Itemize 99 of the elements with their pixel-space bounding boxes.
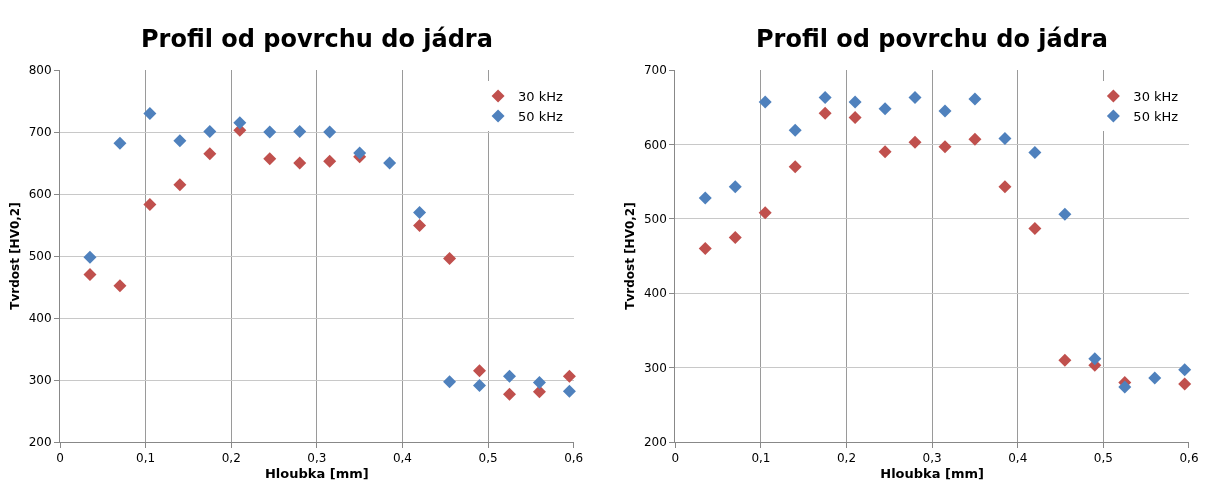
point — [938, 140, 952, 154]
y-tick-label: 800 — [28, 63, 52, 78]
x-tick-label: 0,5 — [478, 451, 498, 466]
point — [818, 106, 832, 120]
point — [878, 102, 892, 116]
point — [203, 147, 217, 161]
point — [998, 131, 1012, 145]
point — [758, 95, 772, 109]
x-tick-label: 0,3 — [922, 451, 942, 466]
point — [473, 379, 487, 393]
chart-title: Profil od povrchu do jádra — [756, 25, 1108, 53]
point — [562, 384, 576, 398]
point — [532, 385, 546, 399]
legend-label: 30 kHz — [518, 89, 564, 105]
point — [1178, 363, 1192, 377]
y-axis-title: Tvrdost [HV0,2] — [7, 202, 22, 310]
point — [818, 91, 832, 105]
point — [1058, 207, 1072, 221]
point — [113, 136, 127, 150]
x-tick-label: 0,2 — [836, 451, 857, 466]
point — [1148, 371, 1162, 385]
point — [473, 364, 487, 378]
point — [848, 95, 862, 109]
point — [532, 375, 546, 389]
y-tick-label: 500 — [28, 249, 52, 264]
point — [788, 160, 802, 174]
chart-title: Profil od povrchu do jádra — [141, 25, 493, 53]
x-axis-title: Hloubka [mm] — [880, 466, 985, 481]
x-axis-title: Hloubka [mm] — [264, 466, 369, 481]
point — [698, 242, 712, 256]
point — [1058, 353, 1072, 367]
point — [233, 116, 247, 130]
point — [1028, 221, 1042, 235]
point — [562, 369, 576, 383]
point — [323, 154, 337, 168]
point — [968, 92, 982, 106]
y-tick-label: 500 — [644, 212, 667, 226]
point — [502, 369, 516, 383]
point — [788, 123, 802, 137]
point — [413, 206, 427, 220]
y-tick-label: 600 — [28, 187, 52, 202]
point — [502, 387, 516, 401]
x-tick-label: 0,5 — [1093, 451, 1113, 466]
x-tick-label: 0,6 — [564, 451, 584, 466]
y-tick-label: 700 — [28, 125, 52, 140]
point — [173, 134, 187, 148]
x-tick-label: 0,1 — [136, 451, 156, 466]
point — [83, 268, 97, 282]
point — [113, 279, 127, 293]
y-axis-title: Tvrdost [HV0,2] — [623, 202, 638, 310]
point — [203, 124, 217, 138]
point — [938, 104, 952, 118]
point — [908, 135, 922, 149]
point — [968, 132, 982, 146]
point — [1088, 352, 1102, 366]
point — [728, 180, 742, 194]
point — [83, 250, 97, 264]
point — [758, 206, 772, 220]
point — [443, 251, 457, 265]
x-tick-label: 0 — [56, 451, 64, 466]
y-tick-label: 600 — [644, 137, 667, 152]
legend-label: 50 kHz — [1133, 109, 1179, 125]
point — [263, 125, 277, 139]
point — [848, 111, 862, 125]
point — [293, 156, 307, 170]
y-tick-label: 300 — [28, 373, 52, 388]
point — [1118, 380, 1132, 394]
x-tick-label: 0,4 — [392, 451, 413, 466]
point — [908, 91, 922, 105]
point — [143, 198, 157, 212]
y-tick-label: 400 — [644, 286, 667, 301]
x-tick-label: 0,1 — [751, 451, 771, 466]
y-tick-label: 400 — [28, 311, 52, 326]
y-tick-label: 200 — [28, 435, 52, 450]
point — [878, 145, 892, 159]
x-tick-label: 0,3 — [307, 451, 327, 466]
point — [1028, 146, 1042, 160]
point — [728, 230, 742, 244]
point — [1178, 377, 1192, 391]
point — [998, 180, 1012, 194]
legend-label: 30 kHz — [1133, 89, 1179, 105]
point — [323, 125, 337, 139]
point — [443, 375, 457, 389]
x-tick-label: 0,6 — [1179, 451, 1199, 466]
point — [293, 124, 307, 138]
point — [143, 106, 157, 120]
y-tick-label: 300 — [644, 360, 667, 375]
point — [173, 178, 187, 192]
point — [263, 152, 277, 166]
point — [383, 156, 397, 170]
x-tick-label: 0,4 — [1008, 451, 1028, 466]
x-tick-label: 0,2 — [221, 451, 241, 466]
point — [413, 219, 427, 233]
point — [698, 191, 712, 205]
y-tick-label: 200 — [644, 435, 667, 450]
point — [353, 146, 367, 160]
y-tick-label: 700 — [644, 63, 667, 78]
x-tick-label: 0 — [671, 451, 680, 466]
legend-label: 50 kHz — [518, 109, 564, 125]
